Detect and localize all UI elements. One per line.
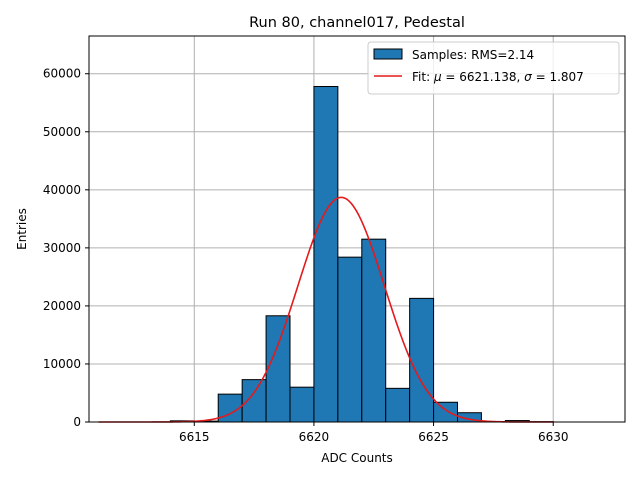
x-tick-label: 6620 [299, 430, 330, 444]
histogram-bar [385, 387, 411, 423]
legend-frame [367, 41, 620, 95]
legend-fit-mu-symbol: μ [433, 70, 442, 84]
histogram-bar [433, 401, 459, 423]
legend-fit-label: Fit: μ = 6621.138, σ = 1.807 [412, 70, 584, 84]
y-axis-label: Entries [15, 208, 29, 250]
histogram-bar [337, 256, 363, 423]
y-tick-label: 50000 [43, 125, 81, 139]
legend-fit-mu-value: = 6621.138, [442, 70, 525, 84]
y-tick-label: 60000 [43, 67, 81, 81]
y-tick-label: 30000 [43, 241, 81, 255]
plot-frame [88, 35, 626, 423]
legend: Samples: RMS=2.14 Fit: μ = 6621.138, σ =… [367, 41, 620, 95]
x-axis-ticks: 6615 6620 6625 6630 [179, 422, 568, 444]
legend-fit-prefix: Fit: [412, 70, 434, 84]
histogram-bar [241, 379, 267, 423]
x-tick-label: 6630 [538, 430, 569, 444]
histogram-bars [169, 85, 554, 423]
histogram-bar [313, 85, 339, 423]
y-tick-label: 40000 [43, 183, 81, 197]
histogram-bar [265, 315, 291, 423]
y-tick-label: 0 [73, 415, 81, 429]
x-tick-label: 6615 [179, 430, 210, 444]
histogram-bar [289, 386, 315, 423]
x-axis-label: ADC Counts [321, 451, 393, 465]
legend-fit-sigma-symbol: σ [524, 70, 532, 84]
y-axis-ticks: 0 10000 20000 30000 40000 50000 60000 [43, 67, 89, 429]
y-tick-label: 10000 [43, 357, 81, 371]
x-tick-label: 6625 [418, 430, 449, 444]
y-tick-label: 20000 [43, 299, 81, 313]
legend-fit-sigma-value: = 1.807 [532, 70, 584, 84]
legend-hist-swatch [373, 48, 403, 60]
legend-hist-label: Samples: RMS=2.14 [412, 48, 534, 62]
histogram-bar [361, 238, 387, 423]
histogram-bar [409, 297, 435, 423]
chart-title: Run 80, channel017, Pedestal [249, 15, 465, 31]
